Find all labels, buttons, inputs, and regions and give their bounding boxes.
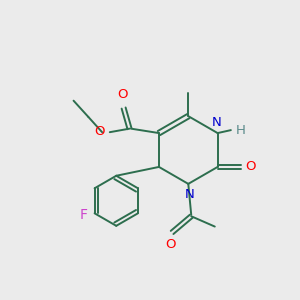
Text: O: O: [117, 88, 128, 101]
Text: O: O: [165, 238, 176, 251]
Text: F: F: [79, 208, 87, 222]
Text: N: N: [185, 188, 195, 201]
Text: O: O: [246, 160, 256, 173]
Text: H: H: [235, 124, 245, 136]
Text: N: N: [211, 116, 221, 129]
Text: O: O: [94, 125, 105, 138]
